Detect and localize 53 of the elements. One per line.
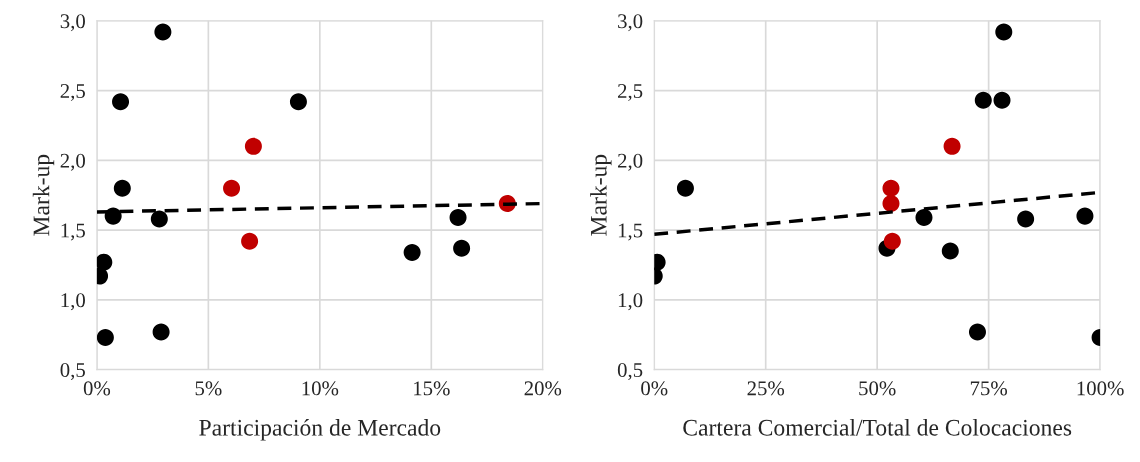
point	[112, 93, 130, 111]
y-tick-label: 0,5	[617, 362, 643, 381]
y-tick-label: 2,5	[60, 83, 85, 101]
point	[883, 232, 901, 250]
y-tick-label: 3,0	[60, 14, 85, 32]
point	[150, 210, 168, 228]
x-tick-label: 0%	[83, 381, 111, 396]
point	[96, 329, 114, 347]
x-tick-label: 0%	[641, 381, 668, 396]
point	[1076, 207, 1094, 225]
y-tick-label: 2,0	[618, 153, 643, 171]
point	[453, 239, 471, 257]
point	[154, 23, 172, 41]
x-tick-label: 75%	[970, 381, 1008, 396]
y-tick-label: 1,5	[618, 223, 643, 241]
y-tick-label: 1,0	[61, 293, 85, 311]
y-tick-label: 2,5	[618, 83, 643, 101]
x-tick-label: 15%	[414, 381, 450, 396]
x-tick-label: 100%	[1077, 381, 1124, 396]
point	[223, 179, 241, 197]
point	[941, 242, 959, 260]
point	[96, 253, 113, 271]
point	[968, 323, 986, 341]
point	[152, 323, 170, 341]
point	[974, 91, 992, 109]
point	[113, 179, 131, 197]
point	[241, 232, 259, 250]
y-axis-title: Mark-up	[32, 154, 55, 236]
y-tick-label: 3,0	[618, 14, 643, 32]
point	[882, 179, 900, 197]
y-axis-title: Mark-up	[590, 154, 612, 236]
y-tick-label: 2,0	[60, 153, 85, 171]
x-tick-label: 10%	[302, 381, 339, 396]
point	[995, 23, 1013, 41]
y-tick-label: 0,5	[60, 362, 85, 381]
point	[676, 179, 694, 197]
x-tick-label: 20%	[524, 381, 562, 396]
x-axis-title: Participación de Mercado	[199, 419, 441, 441]
point	[289, 93, 307, 111]
point	[403, 243, 421, 261]
point	[449, 209, 467, 227]
point	[882, 195, 900, 213]
y-tick-label: 1,0	[618, 293, 643, 311]
x-axis-title: Cartera Comercial/Total de Colocaciones	[683, 419, 1072, 436]
point	[244, 137, 262, 155]
x-tick-label: 25%	[747, 381, 785, 396]
point	[943, 137, 961, 155]
x-tick-label: 5%	[195, 381, 222, 396]
point	[993, 91, 1011, 109]
y-tick-label: 1,5	[61, 223, 85, 241]
point	[1017, 210, 1035, 228]
point	[915, 209, 933, 227]
x-tick-label: 50%	[859, 381, 896, 396]
